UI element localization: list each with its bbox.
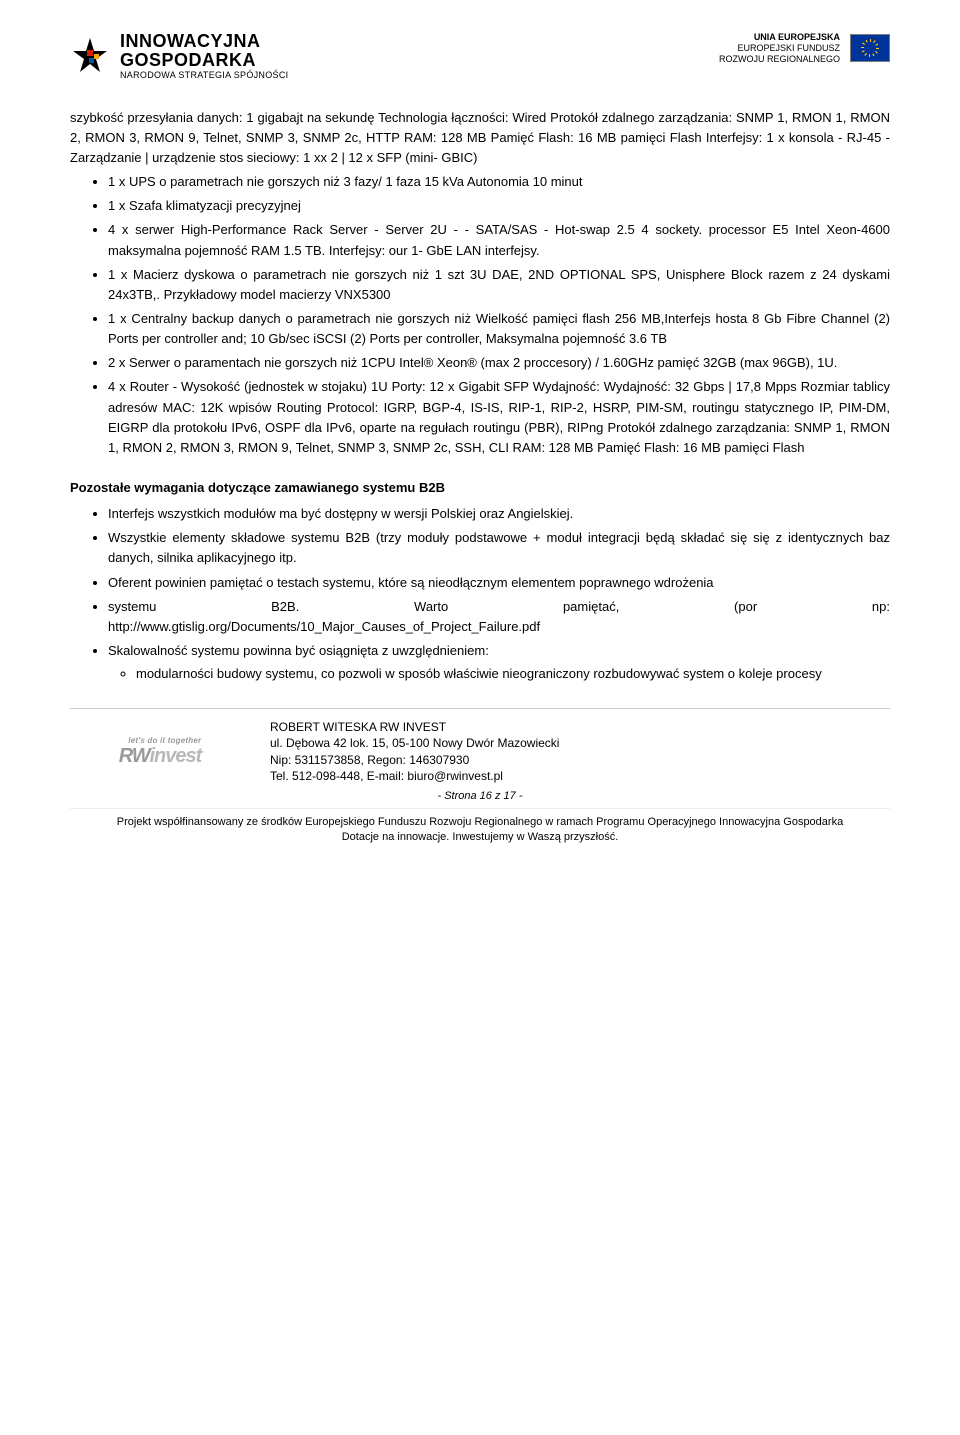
list-item: 1 x Centralny backup danych o parametrac… (108, 309, 890, 349)
logo-accent: invest (149, 745, 201, 767)
page-header: INNOWACYJNA GOSPODARKA NARODOWA STRATEGI… (70, 32, 890, 80)
spread-word: np: (872, 597, 890, 617)
spread-line: systemu B2B. Warto pamiętać, (por np: (108, 597, 890, 617)
sub-list: modularności budowy systemu, co pozwoli … (108, 664, 890, 684)
list-item: systemu B2B. Warto pamiętać, (por np: ht… (108, 597, 890, 637)
list-item: Oferent powinien pamiętać o testach syst… (108, 573, 890, 593)
spread-word: systemu (108, 597, 156, 617)
list-item: 2 x Serwer o paramentach nie gorszych ni… (108, 353, 890, 373)
list-item: 1 x Macierz dyskowa o parametrach nie go… (108, 265, 890, 305)
footer-contact: ROBERT WITESKA RW INVEST ul. Dębowa 42 l… (270, 719, 559, 784)
header-title-line2: GOSPODARKA (120, 51, 288, 70)
star-icon (70, 36, 110, 76)
list-item: 4 x serwer High-Performance Rack Server … (108, 220, 890, 260)
contact-ids: Nip: 5311573858, Regon: 146307930 (270, 752, 559, 768)
eu-line2: EUROPEJSKI FUNDUSZ (719, 43, 840, 54)
footer-tagline: let's do it together (128, 736, 201, 745)
footer-bottom-l1: Projekt współfinansowany ze środków Euro… (70, 815, 890, 830)
page-footer: let's do it together RWinvest ROBERT WIT… (70, 708, 890, 846)
intro-paragraph: szybkość przesyłania danych: 1 gigabajt … (70, 108, 890, 168)
header-subtitle: NARODOWA STRATEGIA SPÓJNOŚCI (120, 70, 288, 80)
list-text: Skalowalność systemu powinna być osiągni… (108, 643, 489, 658)
document-body: szybkość przesyłania danych: 1 gigabajt … (70, 108, 890, 685)
eu-line3: ROZWOJU REGIONALNEGO (719, 54, 840, 65)
contact-name: ROBERT WITESKA RW INVEST (270, 719, 559, 735)
list-item: Wszystkie elementy składowe systemu B2B … (108, 528, 890, 568)
logo-main: RW (119, 745, 150, 767)
footer-logo-text: RWinvest (119, 745, 202, 768)
eu-line1: UNIA EUROPEJSKA (719, 32, 840, 43)
spread-word: (por (734, 597, 757, 617)
list-item: Interfejs wszystkich modułów ma być dost… (108, 504, 890, 524)
page: INNOWACYJNA GOSPODARKA NARODOWA STRATEGI… (0, 0, 960, 866)
header-title-line1: INNOWACYJNA (120, 32, 288, 51)
spec-list-2: Interfejs wszystkich modułów ma być dost… (70, 504, 890, 684)
contact-address: ul. Dębowa 42 lok. 15, 05-100 Nowy Dwór … (270, 735, 559, 751)
eu-flag-icon (850, 34, 890, 62)
page-number: - Strona 16 z 17 - (70, 790, 890, 802)
list-item: Skalowalność systemu powinna być osiągni… (108, 641, 890, 684)
list-item: 4 x Router - Wysokość (jednostek w stoja… (108, 377, 890, 458)
spread-url: http://www.gtislig.org/Documents/10_Majo… (108, 617, 890, 637)
footer-row: let's do it together RWinvest ROBERT WIT… (70, 719, 890, 784)
spread-word: B2B. (271, 597, 299, 617)
header-right-logo: UNIA EUROPEJSKA EUROPEJSKI FUNDUSZ ROZWO… (719, 32, 890, 64)
list-item: 1 x Szafa klimatyzacji precyzyjnej (108, 196, 890, 216)
sub-list-item: modularności budowy systemu, co pozwoli … (136, 664, 890, 684)
section-heading: Pozostałe wymagania dotyczące zamawianeg… (70, 478, 890, 498)
spread-word: pamiętać, (563, 597, 619, 617)
footer-bottom: Projekt współfinansowany ze środków Euro… (70, 808, 890, 846)
header-left-logo: INNOWACYJNA GOSPODARKA NARODOWA STRATEGI… (70, 32, 288, 80)
contact-phone-email: Tel. 512-098-448, E-mail: biuro@rwinvest… (270, 768, 559, 784)
footer-bottom-l2: Dotacje na innowacje. Inwestujemy w Wasz… (70, 830, 890, 845)
spec-list-1: 1 x UPS o parametrach nie gorszych niż 3… (70, 172, 890, 458)
spread-word: Warto (414, 597, 448, 617)
list-item: 1 x UPS o parametrach nie gorszych niż 3… (108, 172, 890, 192)
footer-logo: let's do it together RWinvest (70, 729, 250, 775)
